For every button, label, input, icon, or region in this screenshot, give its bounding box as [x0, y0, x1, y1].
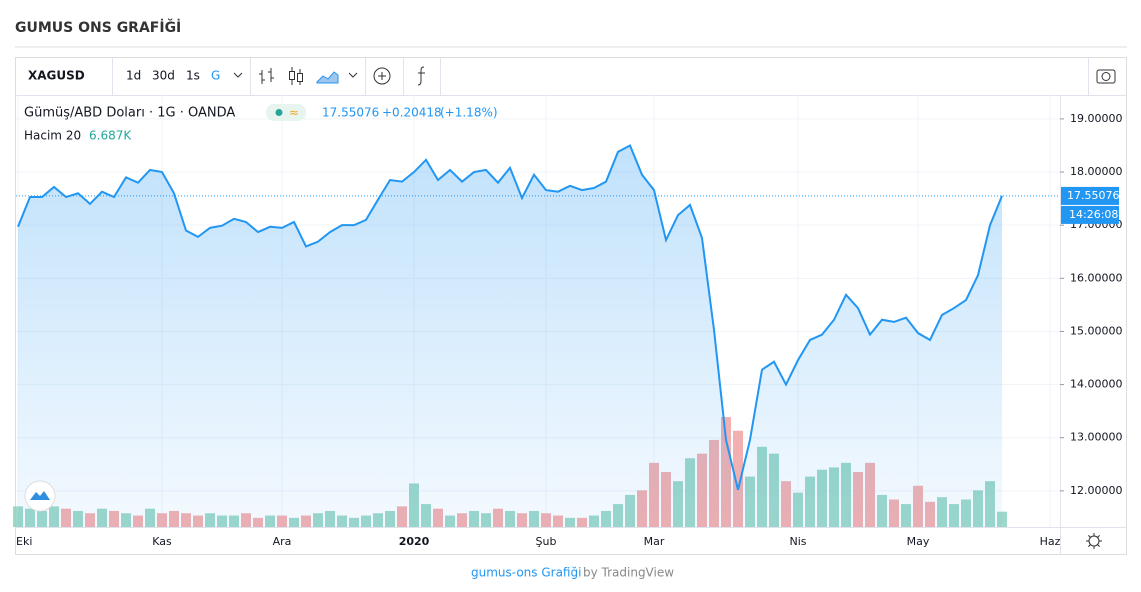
- x-tick-label: Haz: [1040, 535, 1061, 548]
- settings-icon[interactable]: [1086, 533, 1102, 549]
- status-badge: [266, 104, 306, 121]
- tv-logo: [30, 491, 50, 500]
- time-tag: [1061, 205, 1119, 224]
- dropdown[interactable]: [233, 72, 243, 78]
- interval[interactable]: G: [211, 69, 220, 83]
- indicator-icon[interactable]: [417, 66, 425, 86]
- legend-price: 17.55076: [322, 106, 379, 120]
- x-tick-label: May: [907, 535, 930, 548]
- camera-icon[interactable]: [1096, 69, 1116, 84]
- volume-bar: [733, 430, 743, 527]
- dropdown[interactable]: [348, 72, 358, 78]
- frame: [15, 57, 1127, 555]
- x-tick-label: Eki: [16, 535, 32, 548]
- x-tick-label: 2020: [399, 535, 430, 548]
- y-tick-label: 16.00000: [1070, 271, 1123, 284]
- price-area: [18, 145, 1002, 527]
- bar-icon[interactable]: [259, 68, 274, 84]
- footer-by: by TradingView: [583, 566, 674, 580]
- y-tick-label: 18.00000: [1070, 165, 1123, 178]
- compare-icon: [378, 72, 386, 80]
- status-icon: ≈: [289, 106, 299, 120]
- x-tick-label: Nis: [789, 535, 806, 548]
- candle-icon: [297, 73, 303, 82]
- camera-icon: [1101, 72, 1111, 81]
- time-label: 14:26:08: [1069, 208, 1118, 221]
- status-dot: [275, 109, 283, 116]
- y-tick-label: 19.00000: [1070, 112, 1123, 125]
- volume-value: 6.687K: [89, 129, 132, 143]
- x-tick-label: Kas: [152, 535, 172, 548]
- legend-change: +0.20418: [382, 106, 442, 120]
- footer-link[interactable]: gumus-ons Grafiği: [471, 566, 581, 580]
- y-tick-label: 14.00000: [1070, 378, 1123, 391]
- y-tick-label: 15.00000: [1070, 324, 1123, 337]
- compare-icon[interactable]: [373, 67, 391, 85]
- interval[interactable]: 1d: [126, 69, 141, 83]
- last-price-tag: [1061, 186, 1119, 205]
- page-title: GUMUS ONS GRAFİĞİ: [15, 18, 181, 36]
- x-tick-label: Ara: [273, 535, 292, 548]
- last-price-label: 17.55076: [1067, 189, 1120, 202]
- candle-icon: [289, 71, 295, 80]
- x-tick-label: Mar: [644, 535, 665, 548]
- y-tick-label: 12.00000: [1070, 484, 1123, 497]
- x-tick-label: Şub: [536, 535, 557, 548]
- interval[interactable]: 1s: [186, 69, 200, 83]
- interval[interactable]: 30d: [152, 69, 175, 83]
- instrument: Gümüş/ABD Doları · 1G · OANDA: [24, 106, 235, 121]
- area-icon[interactable]: [316, 71, 339, 84]
- symbol[interactable]: XAGUSD: [28, 69, 85, 83]
- price-line: [17, 144, 1003, 491]
- y-tick-label: 13.00000: [1070, 431, 1123, 444]
- legend-change-pct: (+1.18%): [440, 106, 498, 120]
- volume-name: Hacim 20: [24, 129, 81, 143]
